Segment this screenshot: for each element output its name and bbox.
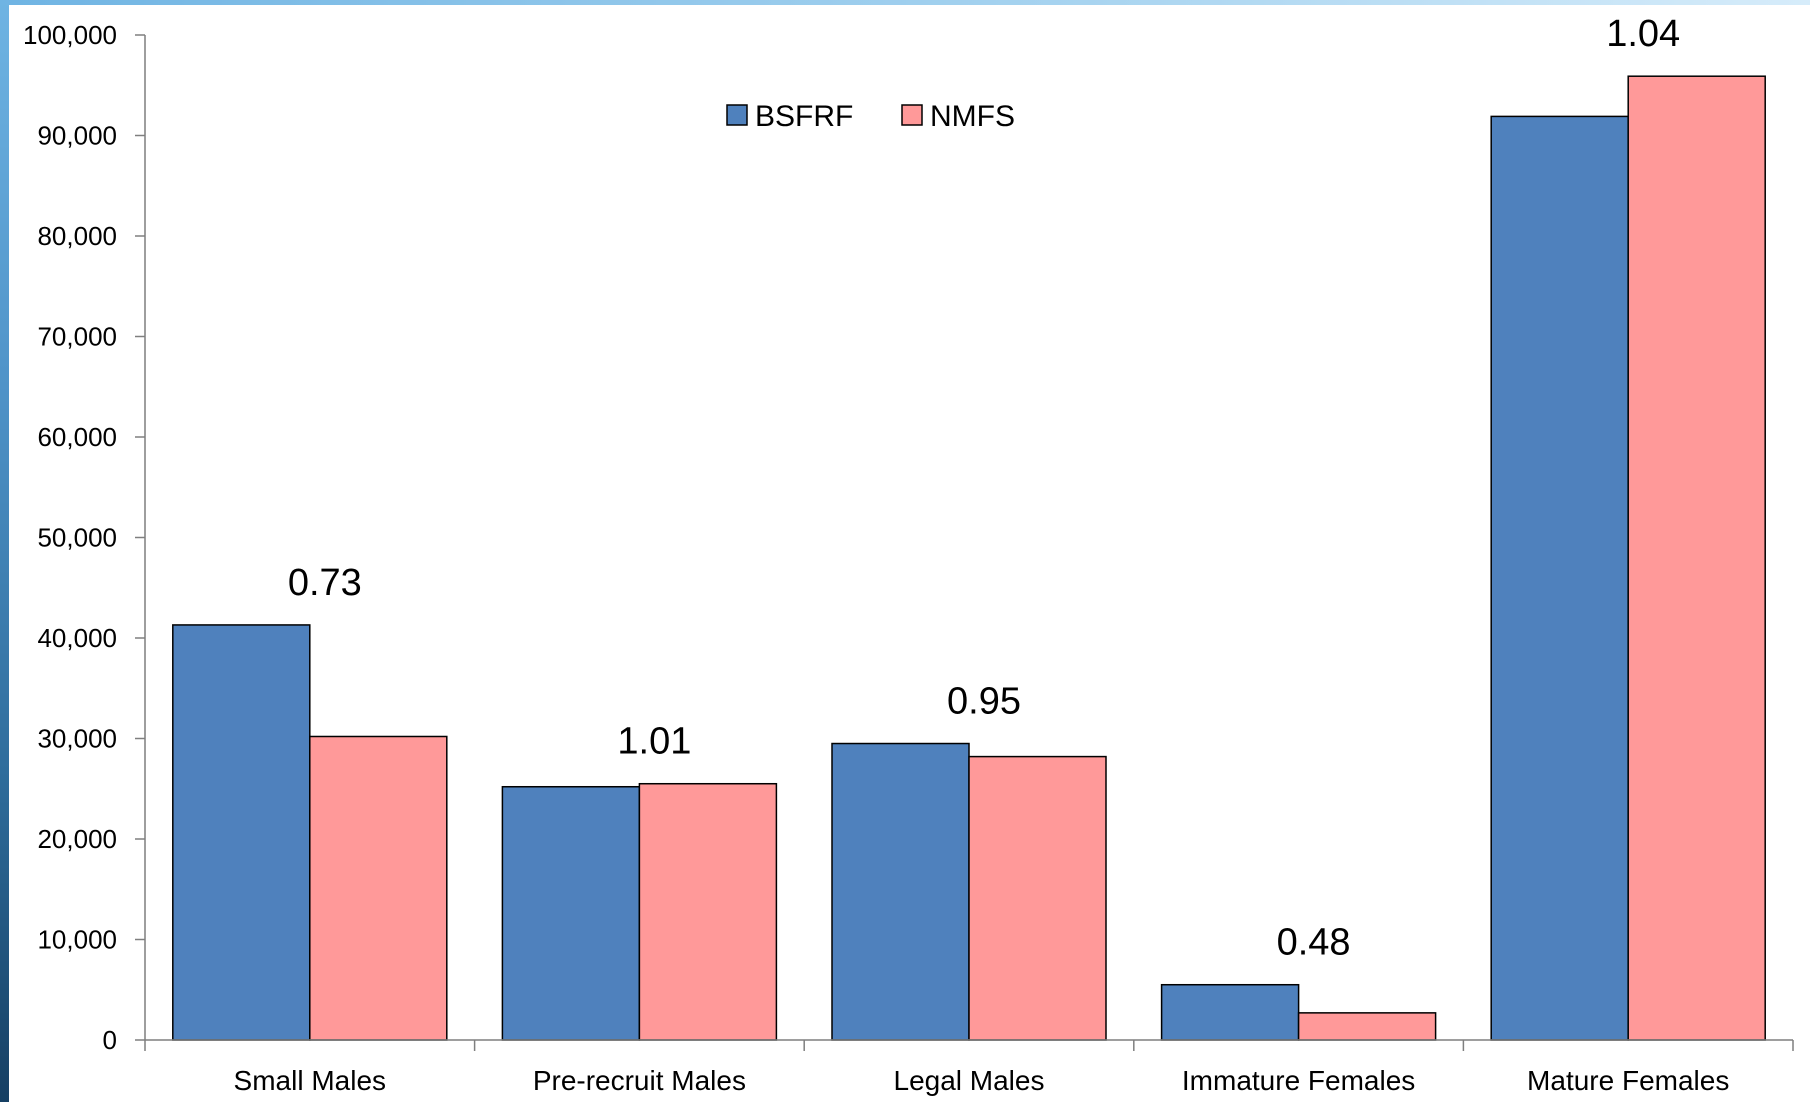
bar-bsfrf (831, 742, 970, 1041)
legend: BSFRF NMFS (726, 100, 1015, 133)
x-tick-label: Legal Males (894, 1065, 1045, 1096)
x-tick-label: Immature Females (1182, 1065, 1415, 1096)
slide-background-edge (0, 0, 9, 1102)
y-tick-label: 20,000 (37, 824, 117, 854)
ratio-label: 0.48 (1277, 922, 1351, 964)
y-tick-label: 50,000 (37, 523, 117, 553)
bar-bsfrf (1160, 983, 1300, 1041)
legend-swatch-bsfrf (726, 104, 748, 126)
y-tick-label: 40,000 (37, 623, 117, 653)
y-tick-label: 100,000 (23, 20, 117, 50)
labels: Small Males 0.73 Pre-recruit Males 1.01 Lega… (234, 13, 1730, 1096)
y-tick-label: 90,000 (37, 121, 117, 151)
x-tick-label: Pre-recruit Males (533, 1065, 746, 1096)
y-tick-label: 0 (103, 1025, 117, 1055)
bar-nmfs (638, 782, 778, 1041)
slide-top-edge (0, 0, 1810, 5)
legend-label-bsfrf: BSFRF (755, 100, 853, 133)
bar-nmfs (968, 755, 1107, 1041)
ratio-label: 1.01 (617, 721, 691, 763)
y-tick-label: 10,000 (37, 925, 117, 955)
x-tick-label: Small Males (234, 1065, 386, 1096)
y-tick-label: 70,000 (37, 322, 117, 352)
bar-nmfs (1627, 75, 1766, 1041)
bar-bsfrf (1490, 115, 1629, 1041)
bar-bsfrf (501, 785, 641, 1041)
y-tick-label: 80,000 (37, 221, 117, 251)
bar-nmfs (309, 735, 448, 1041)
ratio-label: 0.73 (288, 562, 362, 604)
y-tick-label: 60,000 (37, 422, 117, 452)
bar-nmfs (1297, 1012, 1437, 1041)
y-tick-label: 30,000 (37, 724, 117, 754)
axes: 0 10,000 20,000 30,000 40,000 50,000 60,000 70,… (23, 20, 1794, 1055)
ratio-label: 0.95 (947, 681, 1021, 723)
legend-swatch-nmfs (901, 104, 923, 126)
ratio-label: 1.04 (1606, 13, 1680, 55)
legend-label-nmfs: NMFS (930, 100, 1015, 133)
bars (172, 75, 1766, 1041)
x-tick-label: Mature Females (1527, 1065, 1729, 1096)
bar-bsfrf (172, 624, 311, 1041)
